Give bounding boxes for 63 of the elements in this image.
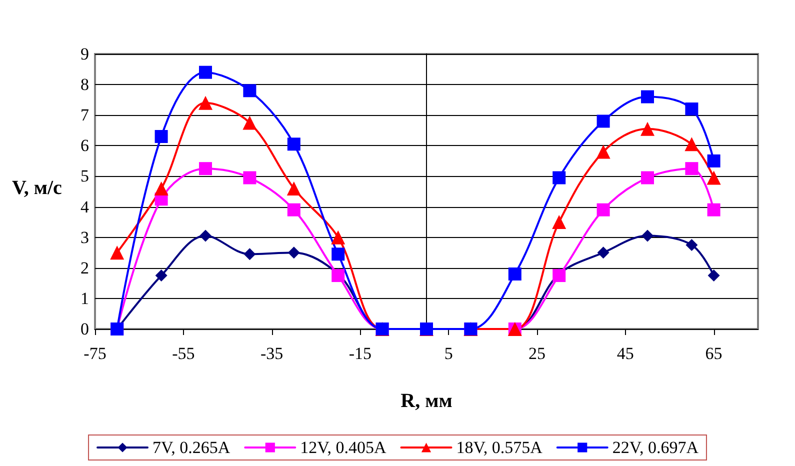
x-tick-label: -55 bbox=[172, 344, 195, 363]
point bbox=[199, 66, 212, 79]
point bbox=[288, 246, 300, 259]
point bbox=[287, 203, 300, 216]
y-tick-label: 5 bbox=[80, 166, 89, 186]
y-tick-label: 2 bbox=[80, 258, 89, 278]
point bbox=[331, 230, 346, 244]
x-tick-label: -75 bbox=[84, 344, 106, 363]
point bbox=[200, 230, 212, 242]
point bbox=[244, 248, 256, 260]
point bbox=[286, 181, 301, 196]
x-tick-label: -35 bbox=[260, 344, 284, 363]
point bbox=[640, 122, 654, 136]
point bbox=[154, 181, 168, 196]
x-axis-title: R, мм bbox=[400, 390, 452, 412]
y-tick-label: 3 bbox=[80, 228, 89, 247]
point bbox=[508, 268, 522, 280]
point bbox=[684, 137, 699, 152]
y-axis-title: V, м/с bbox=[12, 177, 62, 199]
point bbox=[110, 246, 124, 260]
point bbox=[641, 90, 654, 104]
y-tick-label: 4 bbox=[80, 197, 90, 216]
legend-label: 12V, 0.405A bbox=[300, 438, 387, 457]
point bbox=[552, 171, 566, 184]
point bbox=[243, 171, 256, 184]
point bbox=[706, 170, 721, 185]
point bbox=[154, 130, 168, 143]
point bbox=[708, 270, 720, 282]
point bbox=[685, 162, 698, 176]
point bbox=[287, 138, 300, 151]
y-tick-label: 8 bbox=[80, 75, 89, 94]
point bbox=[155, 270, 168, 282]
point bbox=[552, 269, 566, 282]
y-tick-label: 6 bbox=[80, 136, 89, 156]
x-tick-label: -15 bbox=[348, 344, 372, 363]
y-tick-label: 7 bbox=[80, 106, 90, 125]
point bbox=[332, 248, 345, 261]
point bbox=[597, 246, 610, 259]
point bbox=[198, 96, 212, 110]
point bbox=[641, 171, 654, 184]
point bbox=[596, 144, 610, 159]
x-tick-label: 25 bbox=[528, 344, 546, 363]
x-tick-label: 45 bbox=[616, 344, 634, 363]
point bbox=[242, 116, 257, 130]
x-tick-label: 65 bbox=[705, 344, 722, 363]
legend-label: 18V, 0.575A bbox=[456, 438, 544, 457]
legend-label: 22V, 0.697A bbox=[612, 438, 700, 457]
point bbox=[707, 203, 720, 216]
legend-label: 7V, 0.265A bbox=[152, 438, 231, 457]
point bbox=[552, 215, 566, 230]
point bbox=[332, 269, 345, 282]
y-tick-label: 0 bbox=[80, 320, 89, 338]
point bbox=[707, 154, 720, 168]
point bbox=[596, 114, 610, 128]
point bbox=[199, 162, 212, 176]
x-tick-label: 5 bbox=[444, 344, 453, 363]
y-tick-label: 9 bbox=[80, 44, 89, 64]
point bbox=[243, 84, 256, 98]
point bbox=[642, 230, 654, 242]
point bbox=[685, 102, 698, 116]
point bbox=[686, 238, 698, 251]
point bbox=[596, 203, 610, 216]
y-tick-label: 1 bbox=[80, 288, 89, 308]
